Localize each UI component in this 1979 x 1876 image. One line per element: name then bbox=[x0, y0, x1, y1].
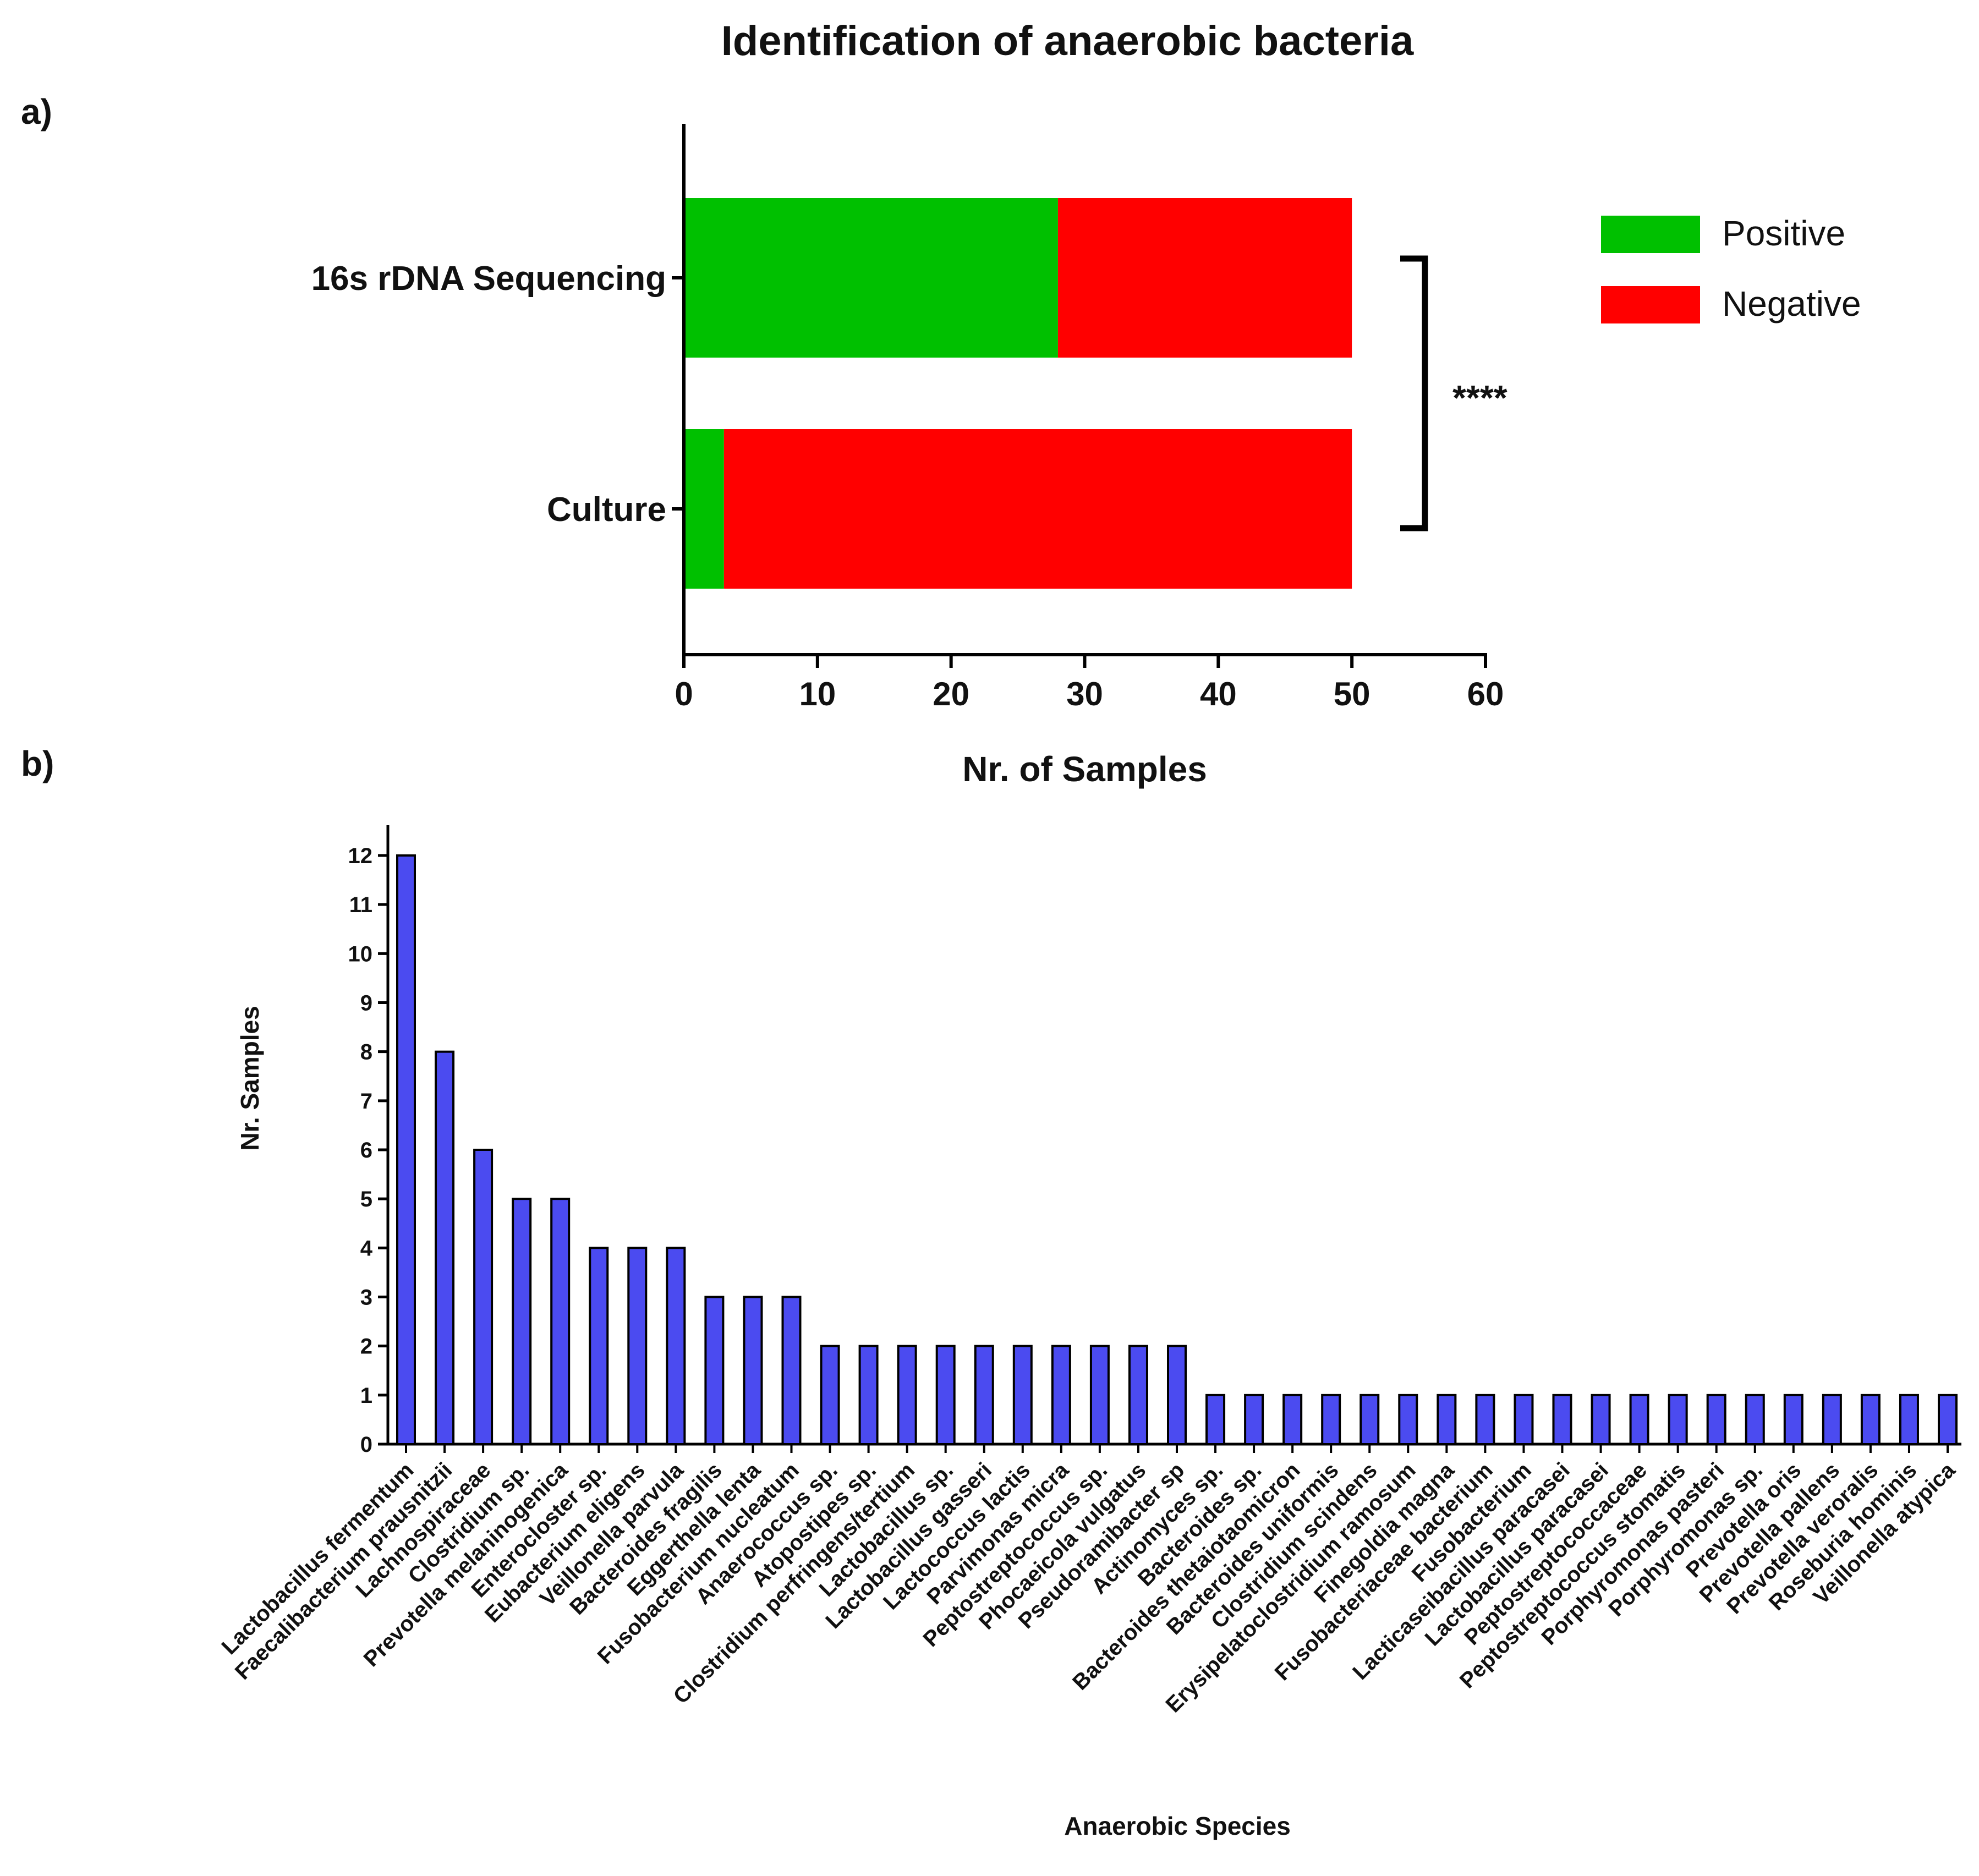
y-tick-label-0: 0 bbox=[360, 1433, 372, 1457]
species-bar-24 bbox=[1321, 1394, 1341, 1445]
species-bar-14 bbox=[935, 1345, 956, 1446]
species-bar-22 bbox=[1244, 1394, 1264, 1445]
panel-b-label: b) bbox=[21, 744, 54, 783]
y-tick-label-8: 8 bbox=[360, 1040, 372, 1065]
y-tick-label-5: 5 bbox=[360, 1187, 372, 1211]
species-bar-23 bbox=[1282, 1394, 1303, 1445]
species-bar-39 bbox=[1899, 1394, 1919, 1445]
bar-negative-0 bbox=[1057, 198, 1352, 358]
x-tick-label-6: 60 bbox=[1467, 676, 1504, 712]
species-bar-26 bbox=[1398, 1394, 1418, 1445]
x-tick-label-4: 40 bbox=[1200, 676, 1237, 712]
species-bar-2 bbox=[473, 1149, 494, 1445]
species-bar-4 bbox=[550, 1198, 571, 1446]
stacked-bar-chart-a: 16s rDNA Sequencing Culture 0 10 20 30 40 50 60 N… bbox=[311, 124, 1861, 789]
y-axis-label: Nr. Samples bbox=[235, 1006, 264, 1150]
x-tick-label-1: 10 bbox=[799, 676, 836, 712]
y-tick-label-1: 1 bbox=[360, 1384, 372, 1408]
species-bar-29 bbox=[1514, 1394, 1534, 1445]
figure-title: Identification of anaerobic bacteria bbox=[721, 18, 1414, 64]
species-bar-1 bbox=[435, 1050, 455, 1445]
species-bar-20 bbox=[1167, 1345, 1187, 1446]
y-tick-label-6: 6 bbox=[360, 1138, 372, 1162]
legend-swatch-negative bbox=[1601, 286, 1700, 323]
species-bar-0 bbox=[396, 854, 416, 1445]
species-bar-28 bbox=[1475, 1394, 1495, 1445]
species-bar-7 bbox=[666, 1247, 686, 1445]
species-bar-27 bbox=[1437, 1394, 1457, 1445]
panel-a-label: a) bbox=[21, 92, 52, 131]
y-tick-label-12: 12 bbox=[348, 844, 373, 868]
y-tick-label-7: 7 bbox=[360, 1089, 372, 1113]
species-bar-40 bbox=[1938, 1394, 1958, 1445]
species-bar-3 bbox=[512, 1198, 532, 1446]
species-bar-18 bbox=[1089, 1345, 1110, 1446]
species-bar-19 bbox=[1128, 1345, 1148, 1446]
y-tick-label-3: 3 bbox=[360, 1286, 372, 1310]
species-bar-37 bbox=[1822, 1394, 1842, 1445]
legend-label-positive: Positive bbox=[1722, 213, 1845, 253]
species-bar-21 bbox=[1205, 1394, 1226, 1445]
species-bar-16 bbox=[1012, 1345, 1033, 1446]
species-bar-30 bbox=[1552, 1394, 1572, 1445]
species-bar-38 bbox=[1860, 1394, 1881, 1445]
category-label-1: Culture bbox=[547, 491, 666, 529]
category-label-0: 16s rDNA Sequencing bbox=[311, 260, 666, 298]
species-bar-33 bbox=[1668, 1394, 1688, 1445]
species-bar-10 bbox=[781, 1296, 802, 1445]
species-bar-15 bbox=[974, 1345, 994, 1446]
species-bar-25 bbox=[1359, 1394, 1380, 1445]
species-bar-8 bbox=[704, 1296, 725, 1445]
species-bar-12 bbox=[858, 1345, 879, 1446]
species-bar-17 bbox=[1051, 1345, 1071, 1446]
x-axis-label: Nr. of Samples bbox=[962, 749, 1207, 789]
bar-negative-1 bbox=[723, 429, 1352, 589]
species-bar-31 bbox=[1591, 1394, 1611, 1445]
bar-positive-0 bbox=[684, 198, 1058, 358]
x-tick-label-0: 0 bbox=[675, 676, 693, 712]
species-bar-6 bbox=[627, 1247, 648, 1445]
legend-swatch-positive bbox=[1601, 216, 1700, 253]
significance-marker: **** bbox=[1452, 378, 1507, 418]
species-bar-35 bbox=[1745, 1394, 1765, 1445]
bar-positive-1 bbox=[684, 429, 724, 589]
species-bar-11 bbox=[820, 1345, 840, 1446]
species-bar-32 bbox=[1629, 1394, 1649, 1445]
y-tick-label-9: 9 bbox=[360, 991, 372, 1016]
y-tick-label-2: 2 bbox=[360, 1335, 372, 1359]
species-bar-13 bbox=[897, 1345, 917, 1446]
legend-label-negative: Negative bbox=[1722, 284, 1861, 323]
species-bar-5 bbox=[589, 1247, 609, 1445]
x-tick-label-3: 30 bbox=[1066, 676, 1103, 712]
species-bar-34 bbox=[1706, 1394, 1726, 1445]
x-axis-label: Anaerobic Species bbox=[1064, 1812, 1291, 1840]
species-bar-9 bbox=[743, 1296, 763, 1445]
y-tick-label-4: 4 bbox=[360, 1236, 373, 1260]
y-tick-label-11: 11 bbox=[349, 893, 372, 917]
significance-bracket bbox=[1400, 255, 1428, 531]
species-bar-36 bbox=[1783, 1394, 1803, 1445]
x-tick-label-5: 50 bbox=[1334, 676, 1371, 712]
y-tick-label-10: 10 bbox=[348, 942, 373, 966]
x-tick-label-2: 20 bbox=[933, 676, 969, 712]
